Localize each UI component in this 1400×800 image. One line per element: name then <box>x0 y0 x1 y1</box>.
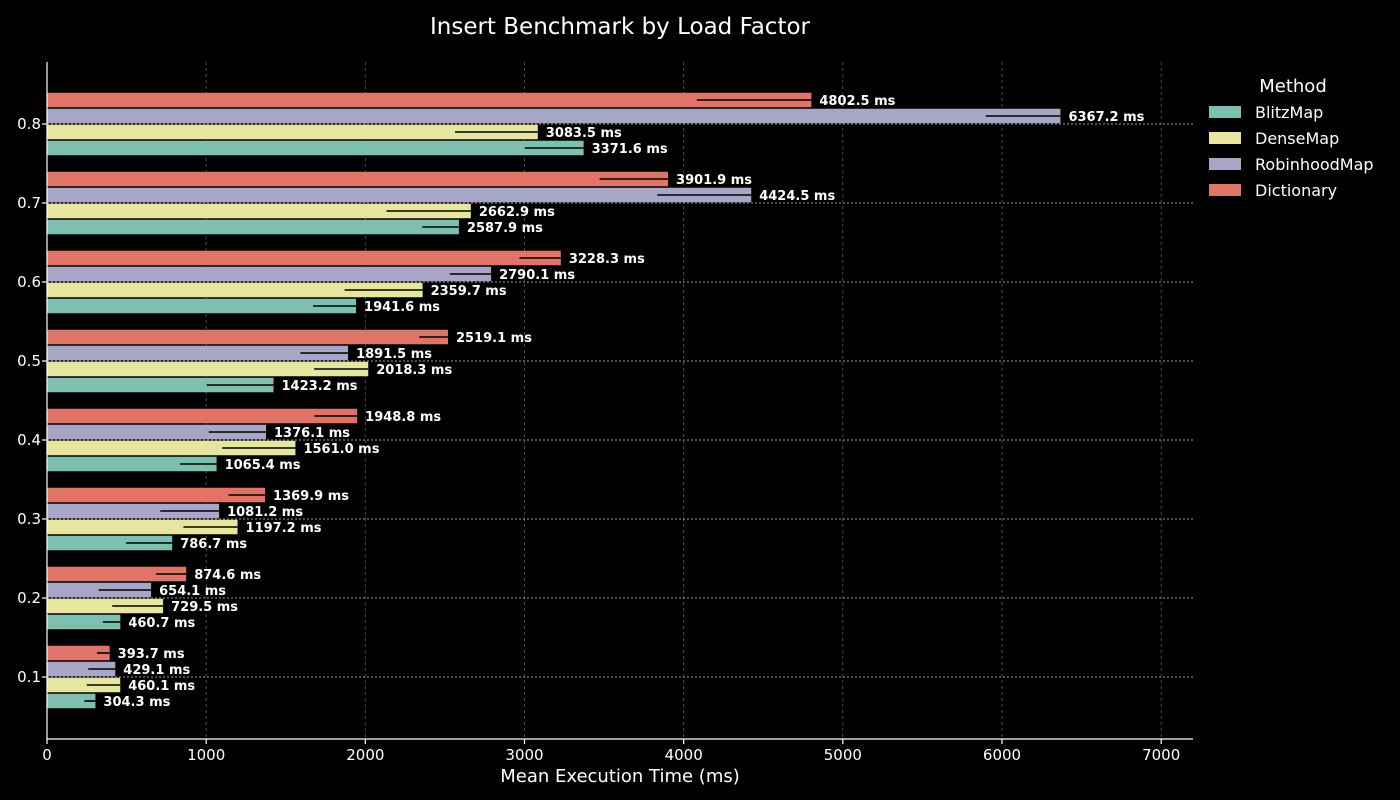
axes <box>46 62 1193 740</box>
bar <box>47 598 164 614</box>
bar-value-label: 6367.2 ms <box>1068 110 1144 125</box>
y-tick-label: 0.1 <box>17 668 41 686</box>
bar <box>47 282 423 298</box>
x-tick-label: 6000 <box>983 746 1021 764</box>
x-tick-label: 7000 <box>1142 746 1180 764</box>
legend: Method BlitzMap DenseMap RobinhoodMap Dicti… <box>1209 76 1374 200</box>
bar <box>47 408 358 424</box>
legend-label: RobinhoodMap <box>1255 155 1374 174</box>
bar <box>47 456 217 472</box>
y-tick-label: 0.4 <box>17 431 41 449</box>
bar <box>47 329 448 345</box>
bar-value-label: 3083.5 ms <box>546 126 622 141</box>
y-tick-label: 0.8 <box>17 115 41 133</box>
chart-title: Insert Benchmark by Load Factor <box>430 14 811 40</box>
bar <box>47 92 812 108</box>
bar-value-label: 460.1 ms <box>128 679 195 694</box>
bar-value-label: 786.7 ms <box>180 537 247 552</box>
legend-label: Dictionary <box>1255 181 1337 200</box>
bar <box>47 266 492 282</box>
y-tick-label: 0.5 <box>17 352 41 370</box>
bar-value-label: 2790.1 ms <box>499 268 575 283</box>
bar-value-label: 1561.0 ms <box>303 442 379 457</box>
bar <box>47 203 471 219</box>
bar-value-label: 2587.9 ms <box>467 221 543 236</box>
bar-value-label: 1065.4 ms <box>225 458 301 473</box>
bar <box>47 693 96 709</box>
bar <box>47 377 274 393</box>
bar-value-label: 1376.1 ms <box>274 426 350 441</box>
legend-swatch <box>1209 132 1241 144</box>
bar-value-label: 3371.6 ms <box>592 142 668 157</box>
y-tick-label: 0.2 <box>17 589 41 607</box>
y-tick-label: 0.3 <box>17 510 41 528</box>
bar-value-label: 3901.9 ms <box>676 173 752 188</box>
bar-value-label: 1891.5 ms <box>356 347 432 362</box>
bar-value-label: 4424.5 ms <box>759 189 835 204</box>
bar-value-label: 1369.9 ms <box>273 489 349 504</box>
x-tick-label: 2000 <box>346 746 384 764</box>
bar-value-label: 1941.6 ms <box>364 300 440 315</box>
bar <box>47 614 121 630</box>
bar <box>47 124 538 140</box>
bar-value-label: 304.3 ms <box>103 695 170 710</box>
bar <box>47 440 296 456</box>
bar <box>47 519 238 535</box>
bar <box>47 645 110 661</box>
tick-labels: 0 1000 2000 3000 4000 5000 6000 7000 0.1 0.2 0.3 0.… <box>17 115 1180 764</box>
legend-label: BlitzMap <box>1255 103 1323 122</box>
bar-value-label: 393.7 ms <box>118 647 185 662</box>
bar-value-label: 2519.1 ms <box>456 331 532 346</box>
grid <box>46 62 1193 739</box>
bar <box>47 140 584 156</box>
x-tick-label: 4000 <box>665 746 703 764</box>
bar-value-label: 874.6 ms <box>194 568 261 583</box>
bar <box>47 487 266 503</box>
bar <box>47 219 459 235</box>
bar <box>47 566 187 582</box>
x-tick-label: 0 <box>42 746 52 764</box>
legend-swatch <box>1209 184 1241 196</box>
x-axis-title: Mean Execution Time (ms) <box>500 766 740 787</box>
bar-value-label: 1197.2 ms <box>246 521 322 536</box>
bar <box>47 361 369 377</box>
legend-label: DenseMap <box>1255 129 1339 148</box>
bar <box>47 171 669 187</box>
bar-value-label: 3228.3 ms <box>569 252 645 267</box>
bar-value-label: 429.1 ms <box>123 663 190 678</box>
bar <box>47 250 561 266</box>
legend-title: Method <box>1259 76 1327 97</box>
y-tick-label: 0.6 <box>17 273 41 291</box>
bar-value-label: 2662.9 ms <box>479 205 555 220</box>
bar <box>47 345 349 361</box>
bar <box>47 108 1061 124</box>
bar-value-label: 1948.8 ms <box>365 410 441 425</box>
bar <box>47 424 267 440</box>
bar-value-label: 1423.2 ms <box>282 379 358 394</box>
bar <box>47 535 173 551</box>
bar-value-label: 2018.3 ms <box>376 363 452 378</box>
x-tick-label: 1000 <box>187 746 225 764</box>
bar <box>47 661 116 677</box>
bar-value-label: 2359.7 ms <box>431 284 507 299</box>
legend-swatch <box>1209 106 1241 118</box>
y-tick-label: 0.7 <box>17 194 41 212</box>
bar-value-label: 729.5 ms <box>171 600 238 615</box>
bar <box>47 187 752 203</box>
bar-value-label: 460.7 ms <box>128 616 195 631</box>
bar-value-label: 654.1 ms <box>159 584 226 599</box>
bar <box>47 677 121 693</box>
x-tick-label: 5000 <box>824 746 862 764</box>
x-tick-label: 3000 <box>505 746 543 764</box>
legend-swatch <box>1209 158 1241 170</box>
bar <box>47 503 220 519</box>
bar-value-label: 4802.5 ms <box>819 94 895 109</box>
bar-value-label: 1081.2 ms <box>227 505 303 520</box>
bar <box>47 298 357 314</box>
